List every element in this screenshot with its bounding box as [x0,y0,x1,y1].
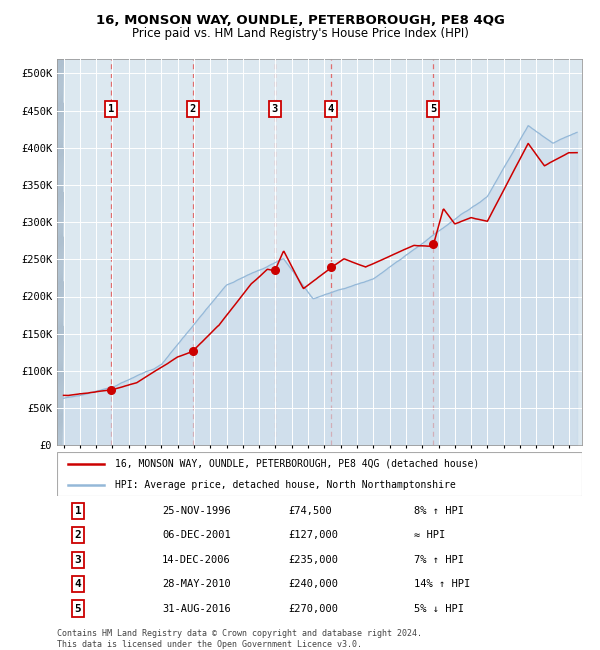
Text: 5: 5 [74,604,82,614]
Text: 06-DEC-2001: 06-DEC-2001 [162,530,231,540]
Text: 4: 4 [328,104,334,114]
Text: Price paid vs. HM Land Registry's House Price Index (HPI): Price paid vs. HM Land Registry's House … [131,27,469,40]
Text: 3: 3 [74,554,82,565]
Text: 1: 1 [74,506,82,515]
Text: £240,000: £240,000 [288,579,338,589]
Text: 5: 5 [430,104,436,114]
Text: 4: 4 [74,579,82,589]
Text: 8% ↑ HPI: 8% ↑ HPI [414,506,464,515]
Text: £74,500: £74,500 [288,506,332,515]
Text: 7% ↑ HPI: 7% ↑ HPI [414,554,464,565]
Text: £127,000: £127,000 [288,530,338,540]
Text: 16, MONSON WAY, OUNDLE, PETERBOROUGH, PE8 4QG: 16, MONSON WAY, OUNDLE, PETERBOROUGH, PE… [95,14,505,27]
Text: 31-AUG-2016: 31-AUG-2016 [162,604,231,614]
Text: £235,000: £235,000 [288,554,338,565]
Text: £270,000: £270,000 [288,604,338,614]
Text: ≈ HPI: ≈ HPI [414,530,445,540]
Text: 2: 2 [74,530,82,540]
Text: 1: 1 [108,104,114,114]
Text: 14% ↑ HPI: 14% ↑ HPI [414,579,470,589]
Text: 14-DEC-2006: 14-DEC-2006 [162,554,231,565]
Bar [57,58,64,445]
Text: 25-NOV-1996: 25-NOV-1996 [162,506,231,515]
Text: 28-MAY-2010: 28-MAY-2010 [162,579,231,589]
Text: 2: 2 [190,104,196,114]
Text: 3: 3 [272,104,278,114]
Text: 5% ↓ HPI: 5% ↓ HPI [414,604,464,614]
Text: 16, MONSON WAY, OUNDLE, PETERBOROUGH, PE8 4QG (detached house): 16, MONSON WAY, OUNDLE, PETERBOROUGH, PE… [115,459,479,469]
Text: HPI: Average price, detached house, North Northamptonshire: HPI: Average price, detached house, Nort… [115,480,455,490]
Text: Contains HM Land Registry data © Crown copyright and database right 2024.
This d: Contains HM Land Registry data © Crown c… [57,629,422,649]
